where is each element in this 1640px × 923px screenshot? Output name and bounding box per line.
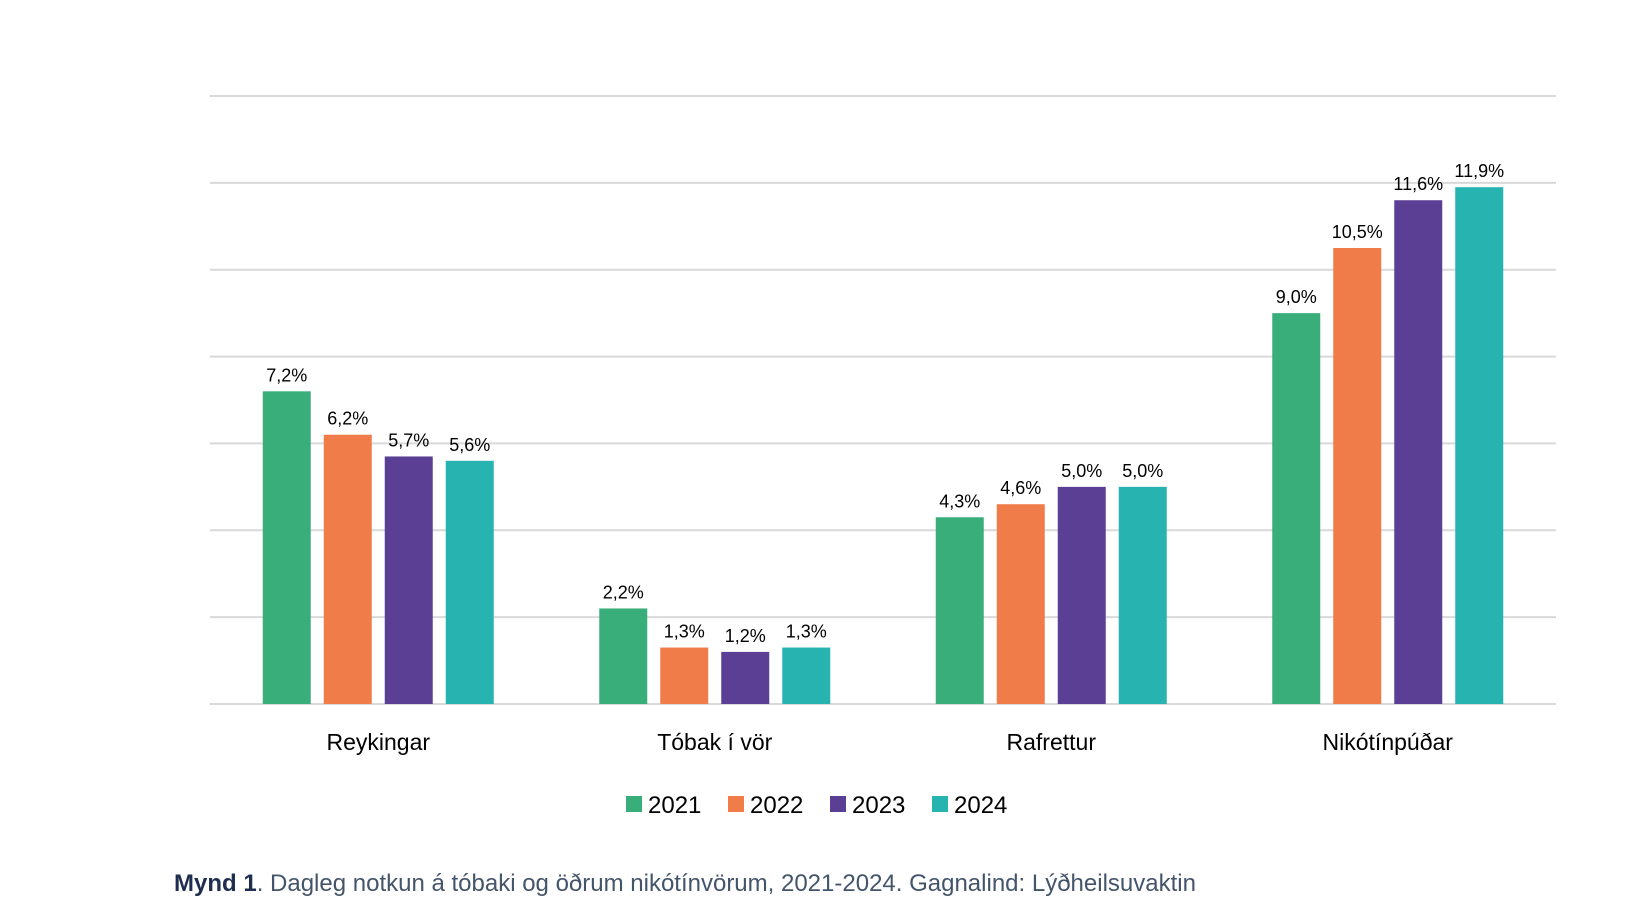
legend-swatch [728, 796, 744, 812]
data-label: 11,6% [1393, 174, 1443, 194]
bar-2024-4 [1455, 187, 1504, 704]
category-labels: Reykingar Tóbak í vör Rafrettur Nikótínpúða… [326, 729, 1453, 755]
bar-2021-4 [1272, 313, 1321, 704]
bar-2024-1 [445, 460, 494, 704]
category-label: Rafrettur [1007, 729, 1097, 755]
bar-2024-2 [782, 647, 831, 704]
category-label: Reykingar [326, 729, 430, 755]
legend-label: 2022 [750, 792, 803, 819]
legend-label: 2021 [648, 792, 701, 819]
bars [262, 187, 1504, 704]
figure-caption: Mynd 1. Dagleg notkun á tóbaki og öðrum … [174, 870, 1196, 898]
data-labels: 7,2% 6,2% 5,7% 5,6% 2,2% 1,3% 1,2% 1,3% 4,3% 4,6%… [266, 161, 1504, 646]
data-label: 6,2% [327, 409, 368, 429]
bar-2022-1 [323, 434, 372, 704]
data-label: 5,7% [388, 430, 429, 450]
bar-2022-3 [996, 504, 1045, 704]
bar-2023-4 [1394, 200, 1443, 704]
data-label: 5,6% [449, 435, 490, 455]
legend-label: 2024 [954, 792, 1007, 819]
category-label: Tóbak í vör [657, 729, 772, 755]
bar-2022-2 [660, 647, 709, 704]
data-label: 4,6% [1000, 478, 1041, 498]
data-label: 5,0% [1122, 461, 1163, 481]
legend-label: 2023 [852, 792, 905, 819]
caption-label: Mynd 1 [174, 870, 257, 897]
data-label: 7,2% [266, 365, 307, 385]
legend-swatch [830, 796, 846, 812]
data-label: 1,2% [725, 626, 766, 646]
data-label: 10,5% [1332, 222, 1383, 242]
data-label: 5,0% [1061, 461, 1102, 481]
bar-2024-3 [1118, 486, 1167, 704]
data-label: 4,3% [939, 491, 980, 511]
bar-2023-1 [384, 456, 433, 704]
bar-2021-3 [935, 517, 984, 704]
data-label: 9,0% [1276, 287, 1317, 307]
legend: 2021 2022 2023 2024 [626, 792, 1007, 819]
bar-2021-1 [262, 391, 311, 704]
data-label: 11,9% [1454, 161, 1504, 181]
gridlines [210, 95, 1556, 705]
data-label: 1,3% [786, 622, 827, 642]
caption-text: . Dagleg notkun á tóbaki og öðrum nikótí… [256, 870, 1196, 897]
category-label: Nikótínpúðar [1323, 729, 1454, 755]
bar-2021-2 [599, 608, 648, 704]
legend-swatch [932, 796, 948, 812]
bar-2022-4 [1333, 248, 1382, 704]
data-label: 1,3% [664, 622, 705, 642]
data-label: 2,2% [603, 582, 644, 602]
legend-swatch [626, 796, 642, 812]
bar-2023-3 [1057, 486, 1106, 704]
bar-chart: 7,2% 6,2% 5,7% 5,6% 2,2% 1,3% 1,2% 1,3% 4,3% 4,6%… [210, 95, 1556, 819]
bar-2023-2 [721, 651, 770, 704]
